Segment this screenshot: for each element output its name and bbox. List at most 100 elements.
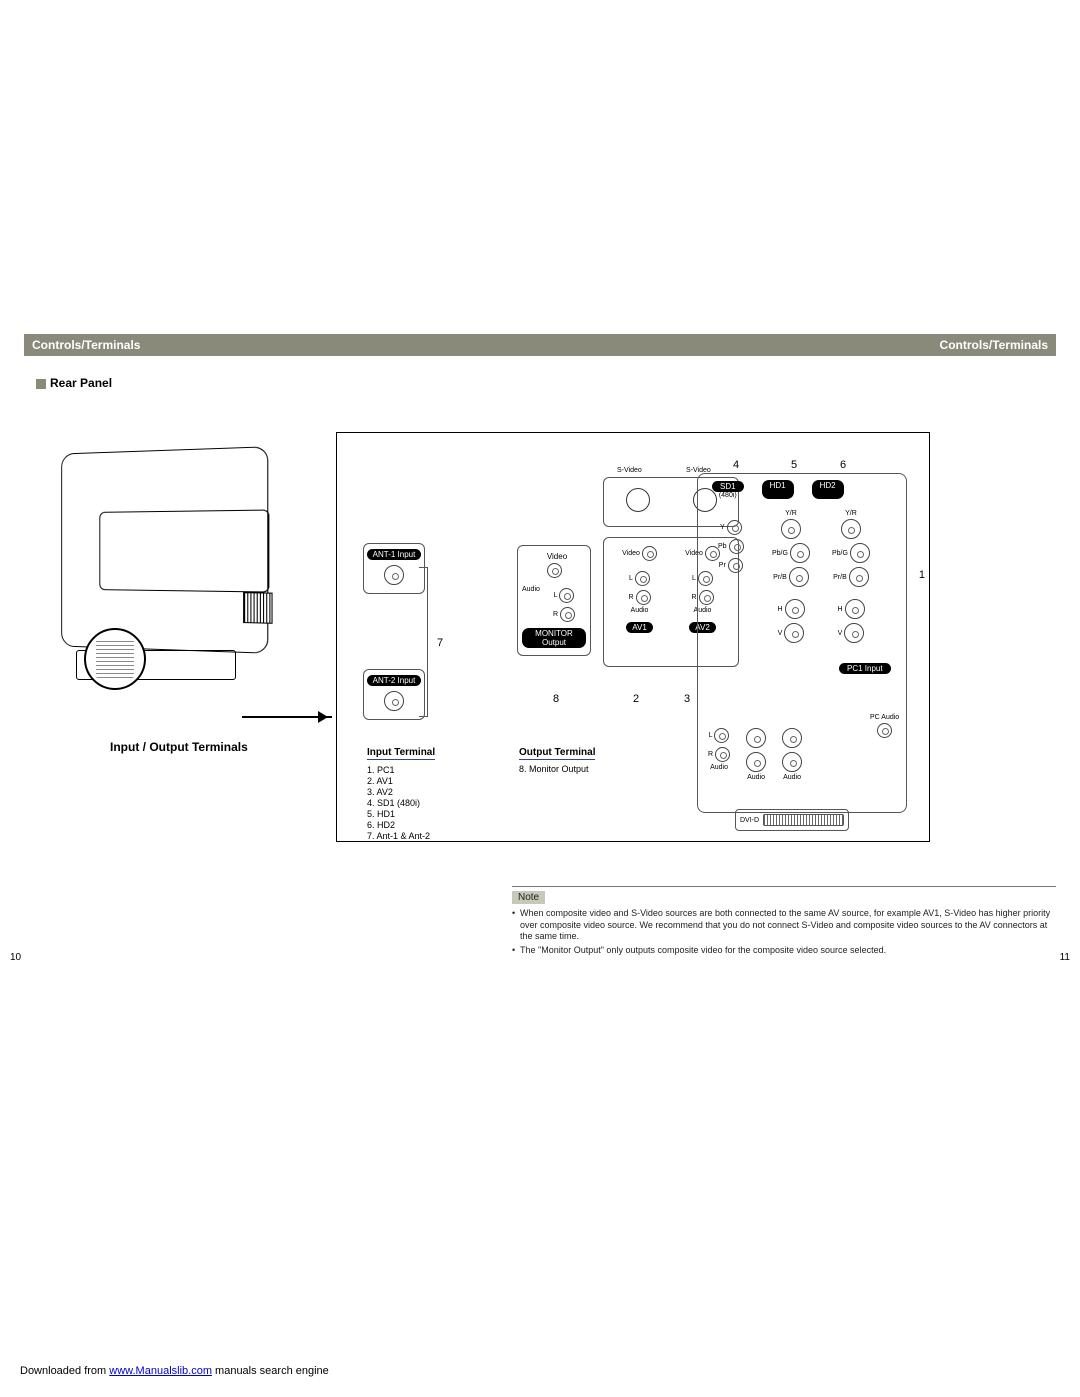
hd2-yr-jack-icon [841, 519, 861, 539]
sd1-pb-label: Pb [718, 543, 727, 550]
sd1-audio-label: Audio [710, 764, 728, 771]
audio-row: L R Audio Audio Audio [708, 726, 802, 781]
input-terminal-heading: Input Terminal [367, 747, 435, 760]
monitor-video-jack-icon [547, 563, 562, 578]
svideo-label-1: S-Video [617, 467, 642, 474]
hd1-yr-jack-icon [781, 519, 801, 539]
hd1-v-jack-icon [784, 623, 804, 643]
av1-l-jack-icon [635, 571, 650, 586]
av1-label: AV1 [626, 622, 653, 633]
callout-1: 1 [919, 569, 925, 581]
hd1-h-label: H [777, 606, 782, 613]
av1-l-label: L [629, 575, 633, 582]
callout-3: 3 [684, 693, 690, 705]
av1-r-label: R [628, 594, 633, 601]
output-terminal-heading: Output Terminal [519, 747, 595, 760]
sd1-audio-l-label: L [709, 732, 713, 739]
pc1-input-wrapper: PC1 Input [839, 663, 891, 674]
pc-audio-jack-icon [877, 723, 892, 738]
sd1-pb-jack-icon [729, 539, 744, 554]
hd1-pbg-jack-icon [790, 543, 810, 563]
hd2-col: Y/R Pb/G Pr/B H V [832, 510, 870, 645]
bracket-7 [427, 567, 428, 717]
note-bullet: The "Monitor Output" only outputs compos… [512, 944, 1056, 958]
sd1-pr-label: Pr [719, 562, 726, 569]
hd1-prb-jack-icon [789, 567, 809, 587]
hd2-v-jack-icon [844, 623, 864, 643]
monitor-r-jack-icon [560, 607, 575, 622]
sd1-audio-r-label: R [708, 751, 713, 758]
av1-audio-label: Audio [631, 607, 649, 614]
section-label: Rear Panel [36, 376, 112, 390]
note-heading: Note [512, 891, 545, 904]
footer-link[interactable]: www.Manualslib.com [109, 1365, 212, 1377]
input-item: 3. AV2 [367, 786, 435, 797]
sd1-sub: (480i) [712, 492, 744, 499]
magnifier-circle-icon [84, 628, 146, 690]
hd2-prb-label: Pr/B [833, 574, 847, 581]
input-item: 7. Ant-1 & Ant-2 [367, 830, 435, 841]
ant2-jack-icon [384, 691, 404, 711]
hd1-prb-label: Pr/B [773, 574, 787, 581]
hd2-prb-jack-icon [849, 567, 869, 587]
note-section: Note When composite video and S-Video so… [512, 886, 1056, 958]
input-item: 6. HD2 [367, 819, 435, 830]
hd2-v-label: V [838, 630, 843, 637]
note-bullet: When composite video and S-Video sources… [512, 907, 1056, 944]
monitor-l-label: L [554, 592, 558, 599]
output-terminal-list: Output Terminal 8. Monitor Output [519, 747, 595, 774]
hd2-audio-r-jack-icon [782, 752, 802, 772]
callout-4: 4 [733, 459, 739, 471]
ant1-jack-icon [384, 565, 404, 585]
monitor-audio-label: Audio [522, 586, 542, 624]
io-terminals-label: Input / Output Terminals [110, 740, 248, 754]
hd2-h-label: H [837, 606, 842, 613]
callout-7: 7 [437, 637, 443, 649]
av2-r-label: R [691, 594, 696, 601]
sd1-pr-jack-icon [728, 558, 743, 573]
input-item: 2. AV1 [367, 775, 435, 786]
output-item: 8. Monitor Output [519, 764, 595, 774]
monitor-output-group: Video Audio L R MONITOR Output [517, 545, 591, 656]
monitor-video-label: Video [547, 552, 567, 561]
hd1-audio-l-jack-icon [746, 728, 766, 748]
sd-hd-panel: SD1 (480i) HD1 HD2 Y Pb Pr Y/R Pb/G Pr/B… [697, 473, 907, 813]
input-item: 1. PC1 [367, 764, 435, 775]
monitor-l-jack-icon [559, 588, 574, 603]
dvi-d-box: DVI-D [735, 809, 849, 831]
hd2-label: HD2 [812, 480, 844, 499]
tv-vent [243, 592, 272, 624]
hd1-v-label: V [778, 630, 783, 637]
hd1-yr-label: Y/R [785, 510, 797, 517]
sd1-audio-r-jack-icon [715, 747, 730, 762]
header-bar: Controls/Terminals Controls/Terminals [24, 334, 1056, 356]
pc1-input-label: PC1 Input [839, 663, 891, 674]
tv-body-outline [61, 446, 268, 654]
sd1-y-jack-icon [727, 520, 742, 535]
pc-audio-label: PC Audio [870, 714, 899, 721]
hd1-audio-r-jack-icon [746, 752, 766, 772]
dvi-d-connector-icon [763, 814, 844, 826]
callout-5: 5 [791, 459, 797, 471]
hd2-yr-label: Y/R [845, 510, 857, 517]
hd1-pbg-label: Pb/G [772, 550, 788, 557]
hd1-h-jack-icon [785, 599, 805, 619]
av1-r-jack-icon [636, 590, 651, 605]
hd1-audio-label: Audio [747, 774, 765, 781]
footer-pre: Downloaded from [20, 1365, 109, 1377]
input-item: 5. HD1 [367, 808, 435, 819]
av2-l-label: L [692, 575, 696, 582]
sd1-y-label: Y [720, 524, 725, 531]
tv-rear-illustration [36, 440, 306, 680]
sd1-audio-l-jack-icon [714, 728, 729, 743]
tv-rear-plate [99, 510, 269, 593]
ant1-group: ANT-1 Input [363, 543, 425, 594]
ant2-label: ANT-2 Input [367, 675, 422, 686]
footer: Downloaded from www.Manualslib.com manua… [20, 1365, 329, 1377]
hd1-col: Y/R Pb/G Pr/B H V [772, 510, 810, 645]
av1-video-label: Video [622, 550, 640, 557]
pc-audio: PC Audio [870, 714, 899, 740]
header-left: Controls/Terminals [32, 338, 140, 352]
dvi-d-label: DVI-D [740, 817, 759, 824]
sd1-label: SD1 [712, 481, 744, 492]
